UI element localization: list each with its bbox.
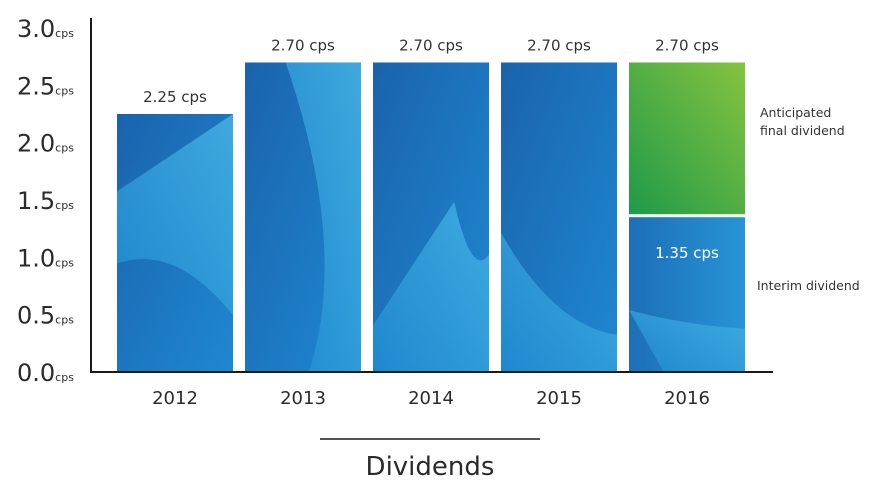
x-tick-label: 2016 [664, 388, 710, 409]
y-tick-label: 1.5cps [17, 187, 74, 215]
y-tick-unit: cps [55, 199, 74, 212]
x-tick-label: 2012 [152, 388, 198, 409]
y-tick-value: 0.0 [17, 359, 55, 387]
x-tick-label: 2014 [408, 388, 454, 409]
legend-final-line-1: Anticipated [760, 105, 831, 120]
y-axis: 3.0cps2.5cps2.0cps1.5cps1.0cps0.5cps0.0c… [17, 15, 74, 387]
bar-segment-final [629, 62, 745, 215]
bar-2013 [245, 62, 361, 373]
legend-interim-label: Interim dividend [757, 278, 860, 293]
bar-2015 [501, 62, 617, 373]
y-tick-value: 1.5 [17, 187, 55, 215]
bar-2012 [117, 114, 233, 372]
interim-value-label: 1.35 cps [655, 244, 719, 262]
chart-title: Dividends [366, 452, 495, 480]
y-tick-label: 2.0cps [17, 130, 74, 158]
y-tick-label: 1.0cps [17, 244, 74, 272]
bar-facet [373, 201, 489, 372]
bar-value-label: 2.25 cps [143, 88, 207, 106]
bar-facet [501, 232, 617, 372]
y-tick-label: 2.5cps [17, 72, 74, 100]
bar-value-label: 2.70 cps [527, 36, 591, 54]
bar-value-label: 2.70 cps [655, 36, 719, 54]
bar-facet [285, 62, 361, 373]
bar-2016 [629, 62, 745, 372]
y-tick-value: 0.5 [17, 302, 55, 330]
bar-2014 [373, 62, 489, 373]
y-tick-value: 2.0 [17, 130, 55, 158]
y-tick-unit: cps [55, 142, 74, 155]
y-tick-value: 1.0 [17, 244, 55, 272]
y-tick-unit: cps [55, 84, 74, 97]
y-tick-label: 0.5cps [17, 302, 74, 330]
bar-value-labels: 2.25 cps 2.70 cps 2.70 cps 2.70 cps 2.70 cps… [143, 36, 719, 262]
bar-value-label: 2.70 cps [399, 36, 463, 54]
legend-final-line-2: final dividend [760, 123, 845, 138]
y-tick-unit: cps [55, 314, 74, 327]
y-tick-value: 3.0 [17, 15, 55, 43]
legend-final-label: Anticipated final dividend [760, 105, 845, 138]
x-axis: 2012 2013 2014 2015 2016 [152, 388, 710, 409]
y-tick-unit: cps [55, 256, 74, 269]
bar-facet [629, 310, 745, 372]
bar-facet [117, 114, 233, 316]
bars-layer [117, 62, 745, 373]
y-tick-label: 3.0cps [17, 15, 74, 43]
x-tick-label: 2015 [536, 388, 582, 409]
y-tick-unit: cps [55, 27, 74, 40]
y-tick-label: 0.0cps [17, 359, 74, 387]
bar-value-label: 2.70 cps [271, 36, 335, 54]
y-tick-value: 2.5 [17, 72, 55, 100]
y-tick-unit: cps [55, 371, 74, 384]
x-tick-label: 2013 [280, 388, 326, 409]
